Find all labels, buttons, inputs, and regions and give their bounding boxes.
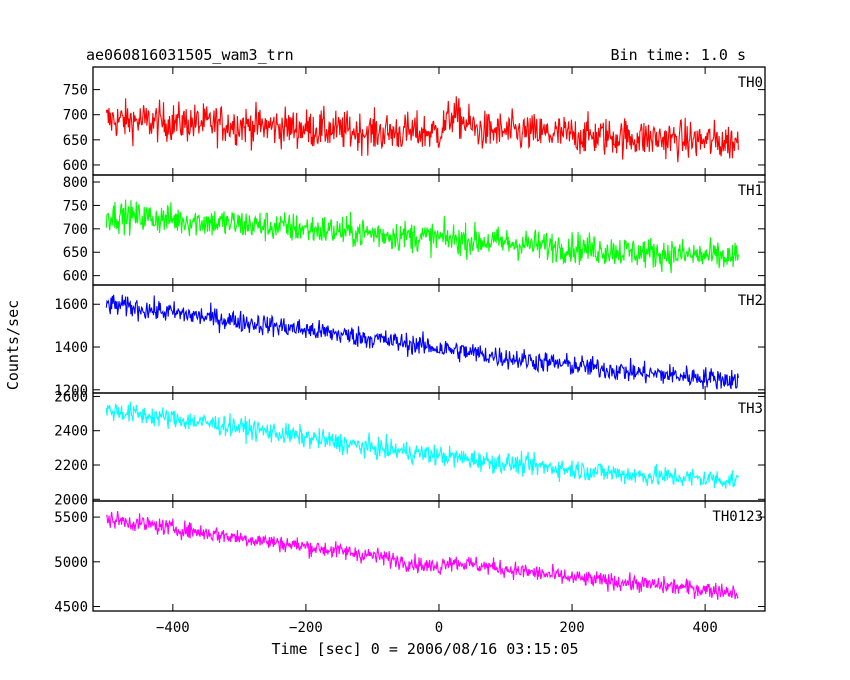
x-tick-label: 200 [559, 620, 584, 636]
chart-title: ae060816031505_wam3_trn [86, 46, 294, 64]
y-tick-label: 700 [63, 108, 88, 124]
y-tick-label: 5000 [54, 555, 88, 571]
y-tick-label: 1400 [54, 340, 88, 356]
series-line-th1 [105, 199, 739, 274]
y-tick-label: 600 [63, 269, 88, 285]
x-tick-label: 400 [692, 620, 717, 636]
panel-label: TH1 [738, 183, 763, 199]
panel-th2: 1200 1400 1600 TH2 [54, 284, 766, 399]
panel-frame [92, 500, 766, 612]
y-tick-label: 2200 [54, 458, 88, 474]
panel-label: TH0123 [712, 509, 763, 525]
y-tick-label: 4500 [54, 600, 88, 616]
panel-frame [92, 392, 766, 502]
y-tick-label: 750 [63, 83, 88, 99]
panel-th1: 600 650 700 750 800 TH1 [63, 174, 766, 286]
series-line-th2 [105, 294, 739, 390]
panels-group: 600 650 700 750 TH0 600 650 700 750 800 TH1 1200 140… [54, 66, 766, 616]
y-tick-label: 2400 [54, 424, 88, 440]
y-tick-label: 1600 [54, 297, 88, 313]
y-tick-label: 2000 [54, 492, 88, 508]
y-tick-label: 2600 [54, 389, 88, 405]
y-tick-label: 600 [63, 158, 88, 174]
x-tick-label: −200 [289, 620, 323, 636]
x-axis: −400 −200 0 200 400 [156, 620, 718, 636]
panel-label: TH0 [738, 75, 763, 91]
y-tick-label: 650 [63, 133, 88, 149]
bin-time-label: Bin time: 1.0 s [611, 46, 746, 64]
series-line-th0123 [105, 511, 739, 600]
panel-label: TH3 [738, 401, 763, 417]
y-tick-label: 5500 [54, 510, 88, 526]
y-tick-label: 1200 [54, 383, 88, 399]
x-tick-label: −400 [156, 620, 190, 636]
y-axis-label: Counts/sec [4, 300, 22, 390]
y-tick-label: 800 [63, 175, 88, 191]
y-tick-label: 750 [63, 198, 88, 214]
panel-label: TH2 [738, 293, 763, 309]
series-line-th3 [105, 401, 739, 489]
y-tick-label: 700 [63, 222, 88, 238]
series-line-th0 [105, 96, 739, 163]
panel-th0123: 4500 5000 5500 TH0123 [54, 500, 766, 616]
panel-th0: 600 650 700 750 TH0 [63, 66, 766, 176]
panel-frame [92, 174, 766, 286]
y-tick-label: 650 [63, 245, 88, 261]
panel-th3: 2000 2200 2400 2600 TH3 [54, 389, 766, 508]
x-tick-label: 0 [435, 620, 443, 636]
x-axis-label: Time [sec] 0 = 2006/08/16 03:15:05 [271, 640, 578, 658]
